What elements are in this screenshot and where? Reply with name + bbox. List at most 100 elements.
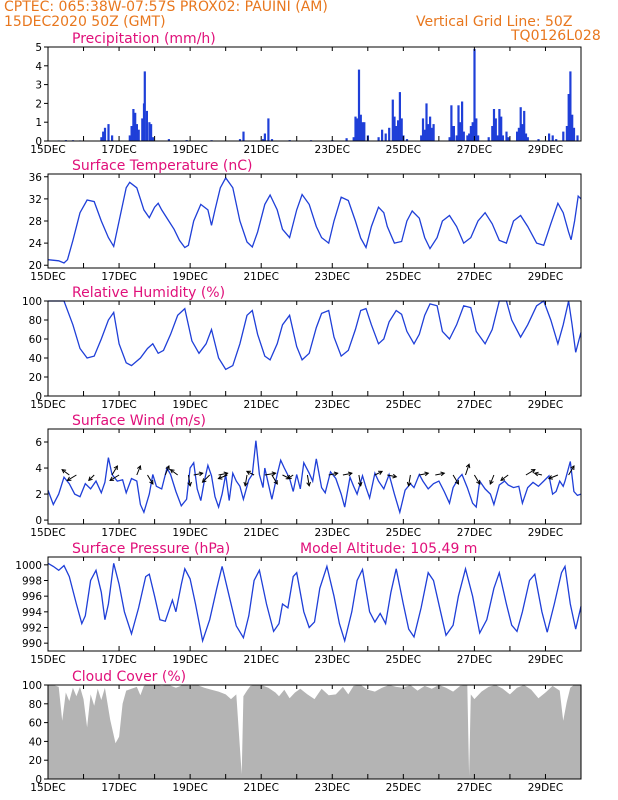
cloud-cover-xtick-label: 15DEC: [30, 782, 65, 794]
wind-arrow-head: [347, 471, 353, 477]
wind-arrow-head: [88, 476, 93, 482]
precipitation-bar: [429, 116, 432, 141]
wind-arrow: [374, 470, 383, 476]
temperature-ytick-label: 36: [29, 172, 43, 184]
precipitation-bar: [461, 101, 464, 141]
cloud-cover-ytick-label: 60: [29, 718, 42, 730]
pressure-xtick-label: 19DEC: [172, 654, 207, 666]
cloud-cover-xtick-label: 19DEC: [172, 782, 207, 794]
wind-arrow: [465, 464, 470, 476]
panel-wind: 0 2 4 6 15DEC 17DEC 19DEC 21DEC 23DEC 25DEC 27DEC 2…: [30, 413, 582, 539]
precipitation-bar: [134, 112, 137, 141]
wind-arrow: [244, 474, 248, 486]
pressure-ytick-label: 994: [22, 607, 42, 619]
wind-arrow-head: [223, 471, 229, 477]
precipitation-bar: [354, 116, 357, 141]
precipitation-bar: [487, 137, 490, 141]
cloud-cover-xtick-label: 27DEC: [457, 782, 492, 794]
temperature-xtick-label: 29DEC: [528, 271, 563, 283]
pressure-line: [47, 562, 582, 644]
wind-arrow: [164, 465, 170, 476]
wind-arrow-head: [465, 463, 471, 469]
precipitation-bar: [491, 126, 494, 141]
humidity-xtick-label: 15DEC: [30, 399, 65, 411]
panel-humidity: 0 20 40 60 80 100 15DEC 17DEC 19DEC 21DEC 23DEC 25D…: [22, 285, 582, 411]
precipitation-bar: [270, 139, 274, 141]
precipitation-bar: [430, 127, 433, 141]
precipitation-bar: [548, 133, 551, 141]
precipitation-title: Precipitation (mm/h): [72, 31, 216, 47]
wind-xtick-label: 21DEC: [243, 527, 278, 539]
precipitation-bar: [466, 135, 469, 141]
precipitation-bar: [421, 118, 425, 141]
header-model-id: TQ0126L028: [511, 28, 601, 44]
precipitation-bar: [516, 131, 519, 141]
precipitation-xtick-label: 23DEC: [315, 144, 350, 156]
cloud-cover-ytick-label: 100: [22, 680, 42, 692]
cloud-cover-title: Cloud Cover (%): [72, 669, 186, 685]
pressure-ytick-label: 998: [22, 576, 42, 588]
precipitation-ytick-label: 2: [35, 98, 42, 110]
wind-arrow: [67, 474, 77, 481]
wind-arrow-head: [243, 481, 249, 487]
wind-arrow-head: [306, 481, 311, 487]
precipitation-bar: [395, 126, 398, 141]
wind-arrow: [489, 474, 495, 485]
precipitation-xtick-label: 21DEC: [243, 144, 278, 156]
wind-arrow: [500, 474, 509, 481]
temperature-ytick-label: 28: [29, 216, 42, 228]
precipitation-bar: [505, 131, 508, 141]
cloud-cover-ytick-label: 80: [29, 699, 42, 711]
wind-arrow: [568, 465, 575, 476]
precipitation-frame: [47, 46, 582, 142]
pressure-plot-area: [48, 557, 581, 651]
wind-title: Surface Wind (m/s): [72, 413, 206, 429]
precipitation-bar: [377, 137, 380, 141]
wind-arrow: [342, 472, 352, 476]
wind-arrow: [534, 472, 543, 476]
precipitation-bar: [500, 116, 503, 141]
cloud-cover-frame: [47, 684, 582, 780]
precipitation-bar: [551, 135, 554, 141]
precipitation-bar: [242, 131, 245, 141]
precipitation-bar: [492, 109, 496, 141]
precipitation-xtick-label: 19DEC: [172, 144, 207, 156]
precipitation-bar: [420, 135, 423, 141]
cloud-cover-ytick-label: 0: [35, 774, 42, 786]
wind-arrow: [218, 472, 228, 476]
wind-arrow-head: [136, 465, 142, 471]
precipitation-bar: [381, 129, 384, 141]
precipitation-xtick-label: 27DEC: [457, 144, 492, 156]
precipitation-bar: [567, 94, 570, 141]
precipitation-bar: [572, 127, 576, 141]
wind-arrow-head: [217, 475, 223, 480]
header-grid-line: Vertical Grid Line: 50Z: [416, 14, 573, 30]
precipitation-ytick-label: 4: [35, 61, 42, 73]
precipitation-bar: [363, 122, 366, 141]
humidity-xtick-label: 19DEC: [172, 399, 207, 411]
precipitation-bar: [457, 105, 460, 141]
temperature-title: Surface Temperature (nC): [72, 158, 253, 174]
precipitation-bar: [359, 114, 362, 141]
precipitation-bar: [425, 103, 428, 141]
wind-arrow-head: [201, 478, 207, 483]
wind-arrow: [452, 474, 459, 485]
precipitation-bar: [107, 124, 110, 141]
precipitation-bar: [151, 137, 154, 141]
wind-arrow-head: [533, 471, 539, 477]
precipitation-bar: [405, 139, 409, 141]
wind-arrow: [187, 474, 191, 486]
wind-arrow-head: [476, 479, 481, 485]
cloud-cover-xtick-label: 29DEC: [528, 782, 563, 794]
humidity-xtick-label: 29DEC: [528, 399, 563, 411]
wind-arrow: [408, 474, 411, 486]
humidity-ytick-label: 100: [22, 296, 42, 308]
wind-arrow: [61, 469, 70, 476]
precipitation-ytick-label: 1: [35, 117, 42, 129]
precipitation-bar: [238, 139, 242, 141]
precipitation-bar: [397, 120, 400, 141]
humidity-ytick-label: 0: [35, 391, 42, 403]
precipitation-bar: [459, 122, 462, 141]
wind-frame: [47, 428, 582, 525]
humidity-xtick-label: 25DEC: [386, 399, 421, 411]
